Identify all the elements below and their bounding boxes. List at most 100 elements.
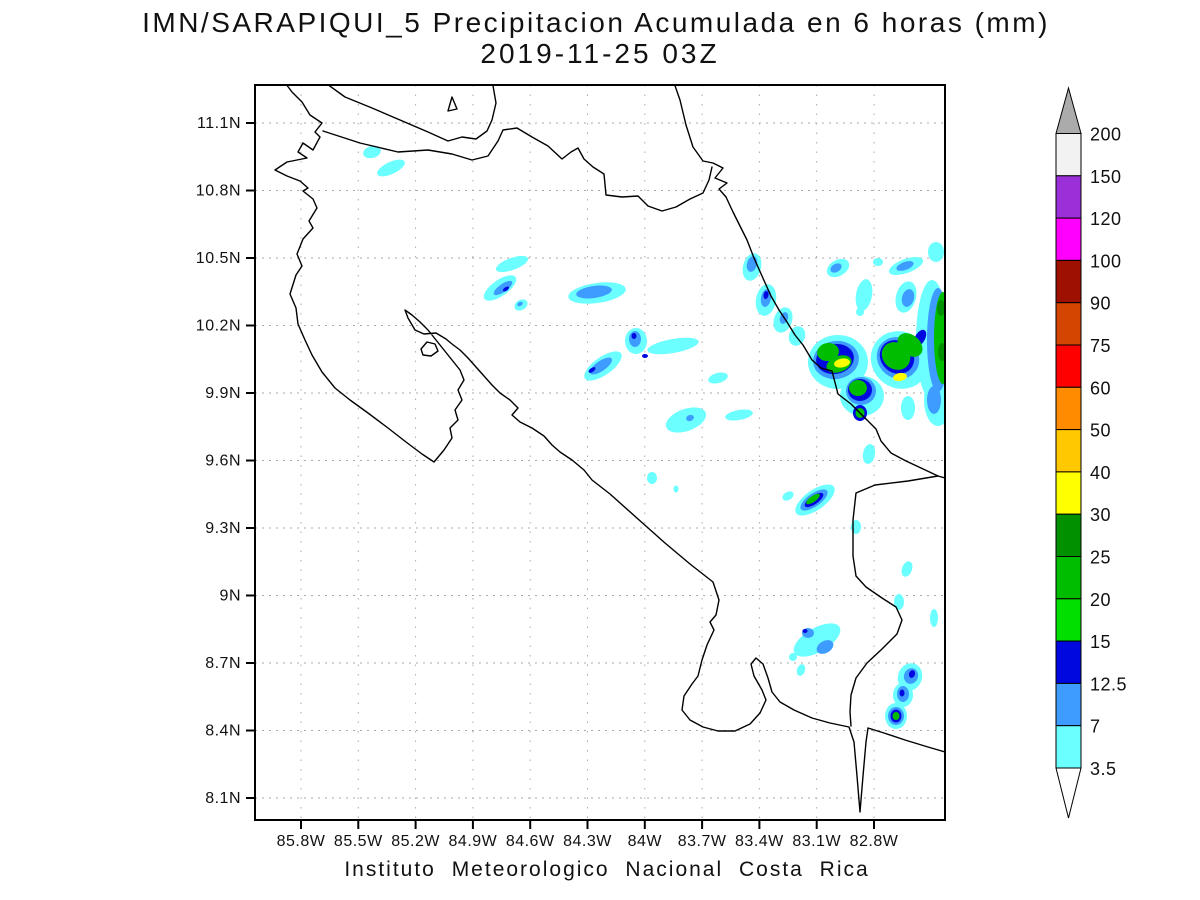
precip-cell-3.5mm [901,396,915,420]
axis-ticks-and-labels: 85.8W 85.5W 85.2W 84.9W 84.6W 84.3W 84W 83.7W 83… [196,115,899,850]
precip-cell-12.5mm [588,367,596,373]
lat-tick-label: 8.4N [205,723,241,740]
precip-cell-7mm [896,261,914,271]
lon-tick-label: 85.2W [391,833,440,850]
precip-cell-7mm [517,301,523,307]
lat-tick-label: 8.7N [205,655,241,672]
precip-cell-7mm [816,640,834,654]
precip-cell-3.5mm [708,372,728,384]
precip-cell-7mm [576,285,612,299]
lat-tick-label: 9.9N [205,385,241,402]
lat-tick-label: 9N [220,588,241,605]
lat-tick-label: 10.2N [196,318,241,335]
precip-cell-3.5mm [856,308,864,316]
colorbar-label: 20 [1090,590,1111,610]
colorbar-arrow-below-3.5 [1055,767,1082,819]
lat-tick-label: 8.1N [205,790,241,807]
colorbar-segment-3.5 [1055,725,1082,769]
colorbar-segment-50 [1055,386,1082,431]
colorbar-label: 25 [1090,548,1111,568]
colorbar-segment-75 [1055,302,1082,346]
colorbar-label: 120 [1090,209,1122,229]
precip-cell-12.5mm [802,629,808,633]
lon-tick-label: 83.1W [792,833,841,850]
colorbar-label: 50 [1090,421,1111,441]
precip-cell-3.5mm [930,609,938,627]
colorbar-segment-40 [1055,429,1082,473]
colorbar-segment-12.5 [1055,640,1082,684]
colorbar-segment-7 [1055,682,1082,727]
precip-cell-3.5mm [873,258,883,266]
precip-cell-7mm [830,263,842,273]
precip-cell-20mm [849,380,867,396]
precipitation-shading [363,145,945,729]
footer-attribution: Instituto Meteorologico Nacional Costa R… [344,858,869,881]
precip-cell-3.5mm [789,653,797,661]
lon-tick-label: 85.5W [334,833,383,850]
precip-cell-12.5mm [899,689,905,697]
precip-cell-12.5mm [763,291,769,299]
colorbar-label: 30 [1090,505,1111,525]
precip-cell-20mm [892,712,900,720]
lat-tick-label: 11.1N [197,115,241,132]
colorbar-segment-15 [1055,598,1082,642]
lon-tick-label: 82.8W [850,833,899,850]
lat-tick-label: 10.8N [196,183,241,200]
precip-cell-3.5mm [725,409,753,421]
colorbar-label: 40 [1090,463,1111,483]
precip-cell-30mm [834,358,850,368]
precip-cell-3.5mm [673,485,679,493]
lake-islet-triangle [447,96,458,112]
precip-cell-25mm [937,300,945,316]
precip-cell-12.5mm [642,354,648,358]
lon-tick-label: 83.4W [735,833,784,850]
colorbar-label: 3.5 [1090,759,1117,779]
colorbar-segment-20 [1055,556,1082,600]
colorbar-segment-120 [1055,175,1082,219]
lake-nicaragua-shoreline [327,85,497,142]
precip-cell-7mm [493,280,513,296]
panama-border [849,475,939,727]
precip-cell-3.5mm [647,337,699,355]
colorbar-label: 100 [1090,251,1122,271]
precip-cell-3.5mm [363,145,381,159]
precip-cell-20mm [806,493,820,505]
colorbar-label: 200 [1090,125,1122,145]
precip-cell-3.5mm [862,444,876,464]
lon-tick-label: 84.9W [449,833,498,850]
precip-cell-7mm [901,289,915,307]
colorbar-segment-90 [1055,259,1082,304]
lon-tick-label: 84.6W [506,833,555,850]
lat-tick-label: 9.3N [205,520,241,537]
colorbar-label: 60 [1090,378,1111,398]
precip-cell-3.5mm [665,407,707,433]
colorbar-label: 15 [1090,632,1111,652]
lon-tick-label: 84.3W [563,833,612,850]
lon-tick-label: 85.8W [277,833,326,850]
colorbar-label: 12.5 [1090,674,1127,694]
precip-cell-7mm [686,414,694,422]
caribbean-coastline [674,85,945,479]
precip-cell-3.5mm [928,242,944,262]
precip-cell-7mm [589,357,613,375]
chart-title: IMN/SARAPIQUI_5 Precipitacion Acumulada … [142,7,1050,38]
colorbar-segment-60 [1055,344,1082,388]
precip-cell-20mm [897,333,923,357]
colorbar-segment-100 [1055,217,1082,261]
lat-tick-label: 9.6N [205,453,241,470]
precip-cell-3.5mm [377,159,405,177]
graticule-grid [255,85,945,820]
precip-cell-3.5mm [782,491,794,501]
precip-cell-3.5mm [495,255,529,273]
precip-cell-3.5mm [796,664,806,676]
colorbar-label: 75 [1090,336,1111,356]
gulf-of-nicoya-island [420,341,439,357]
precip-cell-3.5mm [894,594,904,610]
nicaragua-border-rio-san-juan [322,127,713,212]
lat-tick-label: 10.5N [196,250,241,267]
precip-cell-12.5mm [631,333,637,339]
plot-frame [254,84,946,821]
pacific-coastline [274,85,945,813]
precip-cell-7mm [927,386,941,414]
